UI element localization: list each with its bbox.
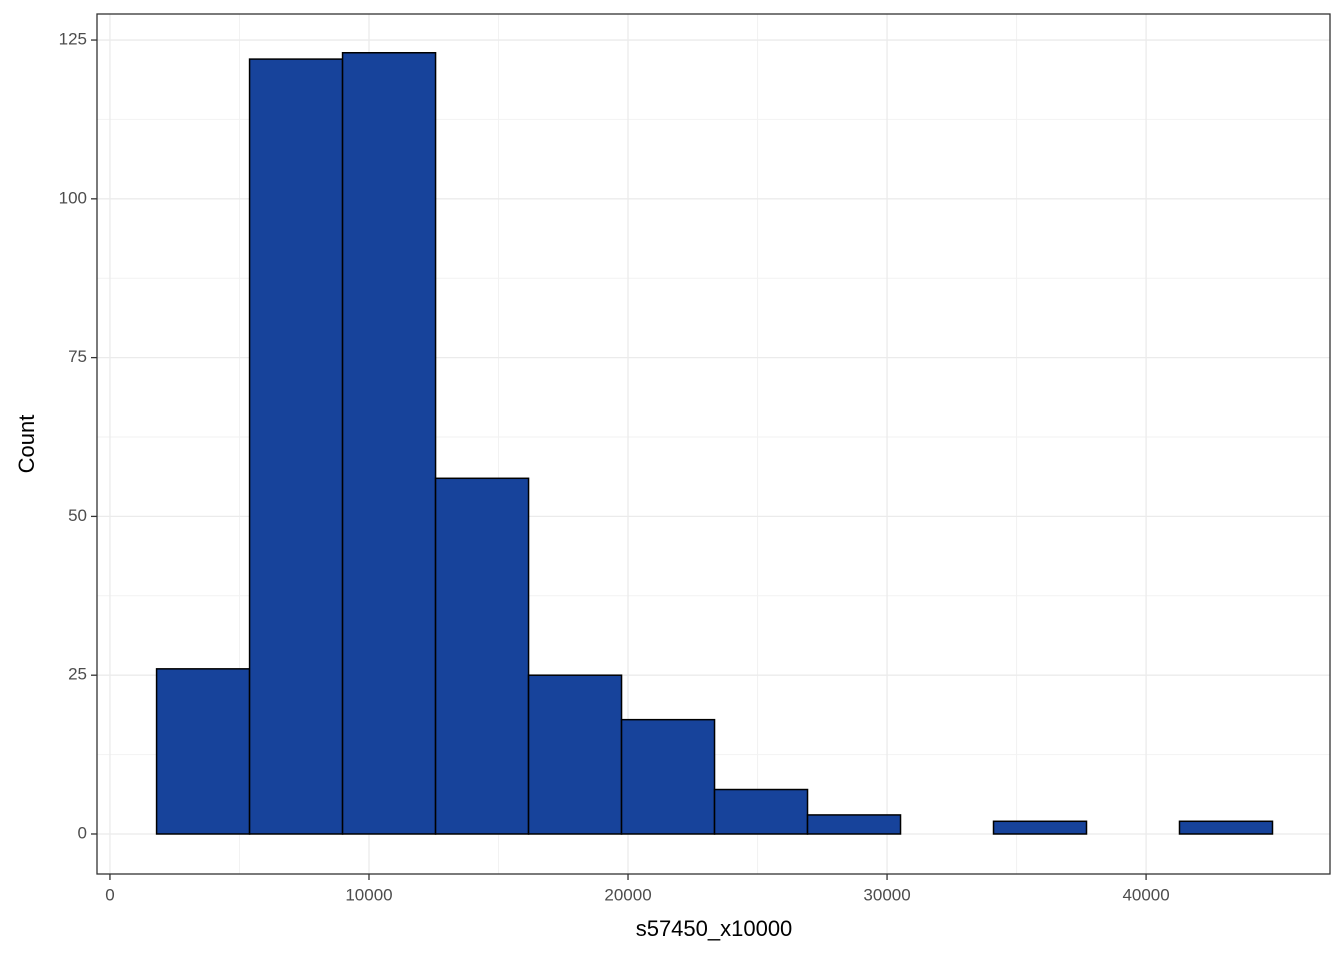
- bar: [992, 820, 1088, 835]
- y-tick-label: 100: [59, 188, 87, 207]
- y-tick-label: 125: [59, 30, 87, 49]
- bar: [434, 477, 530, 835]
- bar: [620, 718, 716, 835]
- x-axis-title: s57450_x10000: [636, 916, 793, 941]
- x-tick-label: 20000: [604, 885, 651, 904]
- bar: [155, 668, 251, 835]
- bar: [527, 674, 623, 835]
- x-tick-label: 30000: [863, 885, 910, 904]
- x-tick-label: 10000: [345, 885, 392, 904]
- bar: [341, 51, 437, 835]
- panel-border: [96, 13, 1331, 875]
- y-tick-label: 0: [78, 823, 87, 842]
- x-tick-label: 40000: [1122, 885, 1169, 904]
- y-axis-title: Count: [14, 415, 39, 474]
- bar: [248, 58, 344, 835]
- x-tick-label: 0: [105, 885, 114, 904]
- bar: [713, 788, 809, 835]
- y-tick-label: 50: [68, 506, 87, 525]
- y-tick-label: 25: [68, 665, 87, 684]
- bar: [1178, 820, 1274, 835]
- bar: [806, 814, 902, 835]
- y-tick-label: 75: [68, 347, 87, 366]
